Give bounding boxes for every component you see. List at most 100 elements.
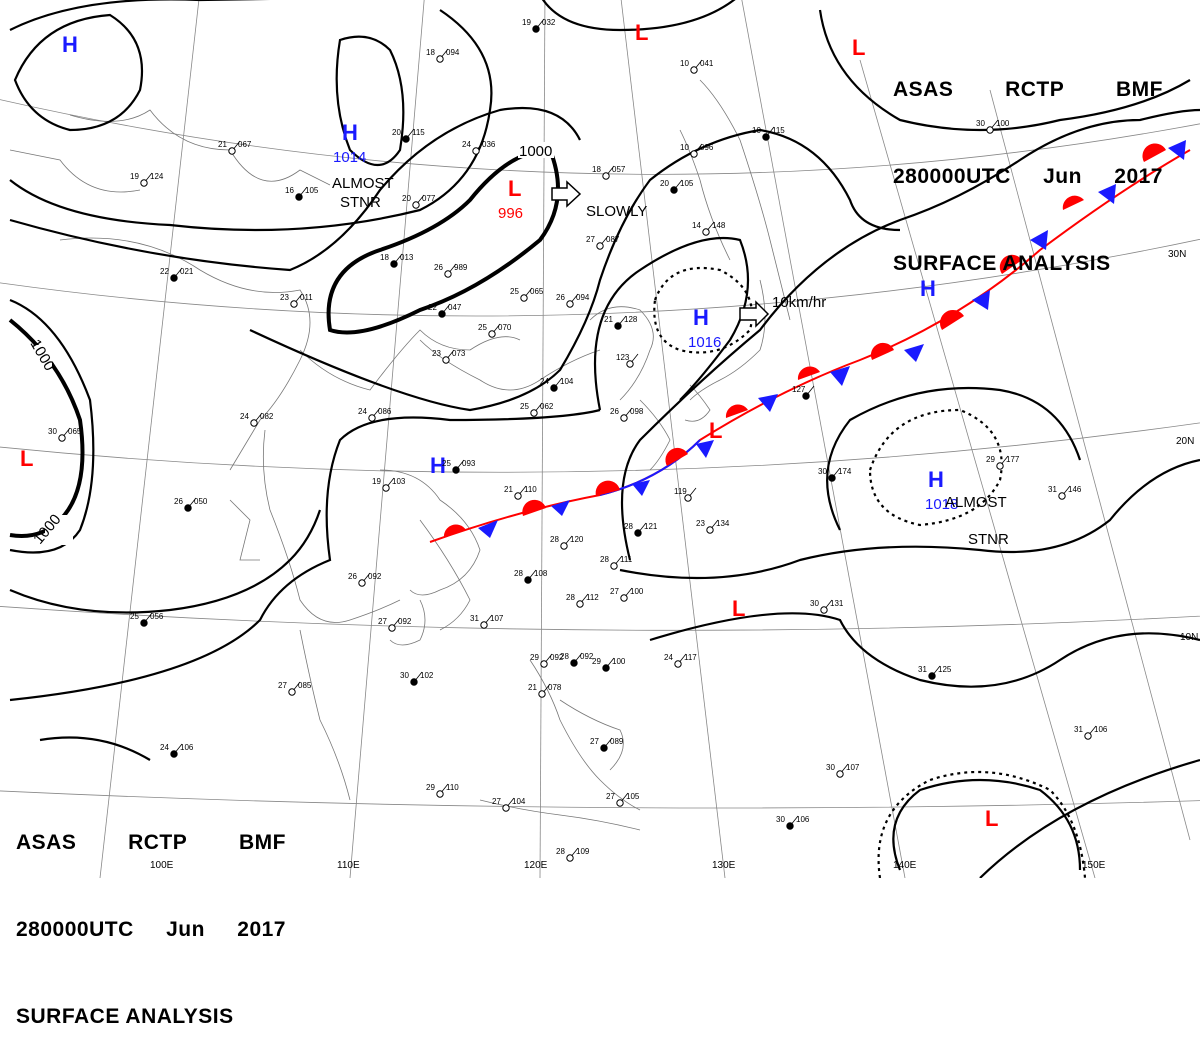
warm-front-symbol: [939, 309, 964, 330]
station-pressure: 110: [524, 485, 537, 494]
station-temperature: 21: [504, 485, 513, 494]
station-pressure: 120: [570, 535, 584, 544]
station-plot: 20 105: [660, 179, 694, 194]
station-circle-icon: [538, 690, 546, 698]
station-circle-icon: [358, 579, 366, 587]
station-temperature: 20: [660, 179, 669, 188]
station-temperature: 27: [606, 792, 615, 801]
station-pressure: 065: [68, 427, 82, 436]
station-temperature: 28: [556, 847, 565, 856]
station-plot: 30 106: [776, 815, 810, 830]
station-circle-icon: [674, 660, 682, 668]
station-circle-icon: [576, 600, 584, 608]
station-plot: 24 117: [664, 653, 697, 668]
isobar-label: 1000: [519, 143, 552, 160]
station-plot: 31 106: [1074, 725, 1108, 740]
station-plot: 119: [674, 487, 697, 502]
station-pressure: 011: [300, 293, 313, 302]
station-plot: 30 107: [826, 763, 860, 778]
station-circle-icon: [702, 228, 710, 236]
cold-front-symbol: [1168, 140, 1186, 160]
station-pressure: 098: [630, 407, 644, 416]
station-temperature: 10: [680, 143, 689, 152]
station-temperature: 22: [428, 303, 437, 312]
stationary-front: [429, 140, 1191, 543]
station-circle-icon: [828, 474, 836, 482]
station-pressure: 131: [830, 599, 844, 608]
station-temperature: 28: [550, 535, 559, 544]
station-temperature: 26: [434, 263, 443, 272]
station-circle-icon: [986, 126, 994, 134]
station-plot: 21 078: [528, 683, 562, 698]
cold-front-symbol: [758, 394, 778, 412]
longitude-label: 140E: [893, 860, 917, 871]
high-pressure-marker: H: [62, 32, 78, 57]
station-temperature: 30: [48, 427, 57, 436]
station-temperature: 28: [514, 569, 523, 578]
station-circle-icon: [706, 526, 714, 534]
station-plot: 28 092: [560, 652, 594, 667]
latitude-label: 20N: [1176, 436, 1194, 447]
cold-front-symbol: [696, 440, 714, 458]
station-circle-icon: [295, 193, 303, 201]
station-temperature: 30: [818, 467, 827, 476]
station-pressure: 094: [576, 293, 590, 302]
station-plot: 127: [792, 385, 815, 400]
station-circle-icon: [690, 66, 698, 74]
station-plot: 16 105: [285, 186, 319, 201]
station-temperature: 29: [530, 653, 539, 662]
station-pressure: 092: [368, 572, 382, 581]
header-word: 280000UTC: [16, 918, 134, 941]
station-circle-icon: [530, 409, 538, 417]
station-pressure: 104: [560, 377, 574, 386]
graticule: [0, 0, 1200, 878]
station-pressure: 112: [586, 593, 599, 602]
station-plot: 123: [616, 353, 639, 368]
header-word: Jun: [1043, 165, 1082, 188]
station-plot: 19 103: [372, 477, 406, 492]
station-circle-icon: [442, 356, 450, 364]
station-plot: 21 110: [504, 485, 537, 500]
warm-front-symbol: [725, 404, 748, 418]
station-plot: 22 021: [160, 267, 194, 282]
station-temperature: 26: [348, 572, 357, 581]
header-word: BMF: [1116, 78, 1163, 101]
station-plot: 25 070: [478, 323, 512, 338]
station-temperature: 30: [400, 671, 409, 680]
header-title: SURFACE ANALYSIS: [893, 252, 1111, 275]
station-circle-icon: [170, 274, 178, 282]
station-plot: 31 107: [470, 614, 504, 629]
station-pressure: 050: [194, 497, 208, 506]
station-plot: 14 148: [692, 221, 726, 236]
station-circle-icon: [140, 619, 148, 627]
station-circle-icon: [288, 688, 296, 696]
station-plot: 30 174: [818, 467, 852, 482]
header-word: RCTP: [1005, 78, 1065, 101]
station-circle-icon: [570, 659, 578, 667]
station-circle-icon: [566, 300, 574, 308]
station-plot: 26 094: [556, 293, 590, 308]
station-temperature: 25: [520, 402, 529, 411]
station-pressure: 096: [700, 143, 714, 152]
station-pressure: 115: [412, 128, 425, 137]
station-circle-icon: [820, 606, 828, 614]
station-pressure: 102: [420, 671, 434, 680]
station-plot: 23 011: [280, 293, 313, 308]
station-pressure: 065: [530, 287, 544, 296]
grid-labels: 30N 20N 10N 100E 110E 120E 130E 140E 150…: [150, 249, 1198, 871]
station-temperature: 25: [130, 612, 139, 621]
low-pressure-marker: L: [709, 418, 722, 443]
station-plot: 27 085: [278, 681, 312, 696]
station-pressure: 124: [150, 172, 164, 181]
station-circle-icon: [170, 750, 178, 758]
station-plot: 30 065: [48, 427, 82, 442]
station-circle-icon: [996, 462, 1004, 470]
station-circle-icon: [610, 562, 618, 570]
station-circle-icon: [602, 664, 610, 672]
station-temperature: 19: [372, 477, 381, 486]
station-pressure: 077: [422, 194, 436, 203]
header-title: SURFACE ANALYSIS: [16, 1005, 234, 1028]
station-temperature: 23: [696, 519, 705, 528]
station-pressure: 128: [624, 315, 638, 324]
station-circle-icon: [786, 822, 794, 830]
